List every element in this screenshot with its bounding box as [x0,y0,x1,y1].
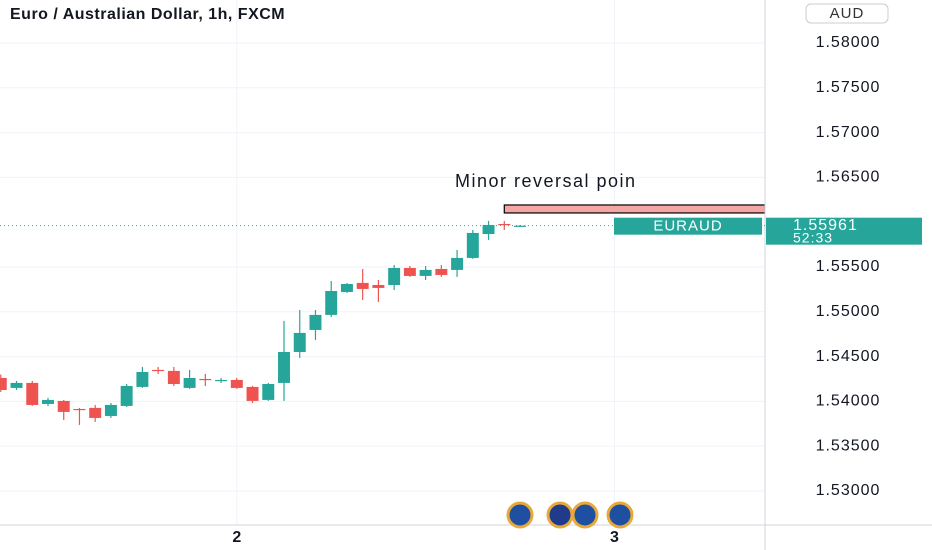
currency-button[interactable] [805,3,889,24]
y-tick-label: 1.55000 [816,303,881,320]
candle-body [152,369,165,372]
candle-body [215,379,228,382]
candle-body [435,268,448,275]
candle-body [230,379,243,388]
plot-area: Minor reversal poin [0,171,765,425]
candle-body [42,399,54,404]
candle-body [73,408,86,411]
candle-body [246,386,259,401]
candle-body [136,371,149,387]
y-tick-label: 1.53500 [816,437,881,454]
candle-body [26,382,39,405]
candle-body [0,377,7,390]
candle-body [309,314,322,330]
candle-body [482,224,495,235]
symbol-label-bg [614,217,762,235]
x-tick-label: 2 [232,529,241,546]
y-tick-label: 1.57500 [816,79,881,96]
candle-body [199,378,212,381]
candle-body [403,267,416,276]
candle-body [340,284,353,292]
y-tick-label: 1.55500 [816,258,881,275]
candle-body [167,370,180,384]
candle-body [293,332,306,353]
candle-body [10,382,23,388]
last-price-label: 1.55961 [793,217,858,234]
candle-body [89,407,102,418]
candle-body [104,404,117,416]
candle-body [183,377,196,388]
candle-body [57,400,70,412]
candle-body [388,267,401,285]
annotation: Minor reversal poin [455,171,637,191]
y-tick-label: 1.58000 [816,34,881,51]
x-tick-label: 3 [610,529,619,546]
y-tick-label: 1.56500 [816,169,881,186]
candle-body [498,223,511,226]
candle-body [419,269,432,276]
chart-title: Euro / Australian Dollar, 1h, FXCM [10,6,285,23]
candle-body [120,385,133,406]
candle-body [262,383,275,400]
candle-body [466,232,479,258]
candle-body [356,282,369,289]
countdown-label: 52:33 [793,229,833,245]
news-icons [506,501,634,529]
y-tick-label: 1.53000 [816,482,881,499]
candle-body [514,225,526,227]
zone-box [503,204,765,214]
candle-body [372,284,385,288]
currency-label[interactable]: AUD [830,5,865,22]
y-tick-label: 1.54000 [816,393,881,410]
symbol-label: EURAUD [653,218,722,235]
candle-body [451,257,464,270]
candle-body [325,290,338,315]
price-label-bg [766,217,922,245]
y-tick-label: 1.57000 [816,124,881,141]
grid [0,0,765,525]
candle-body [278,352,290,383]
y-tick-label: 1.54500 [816,348,881,365]
